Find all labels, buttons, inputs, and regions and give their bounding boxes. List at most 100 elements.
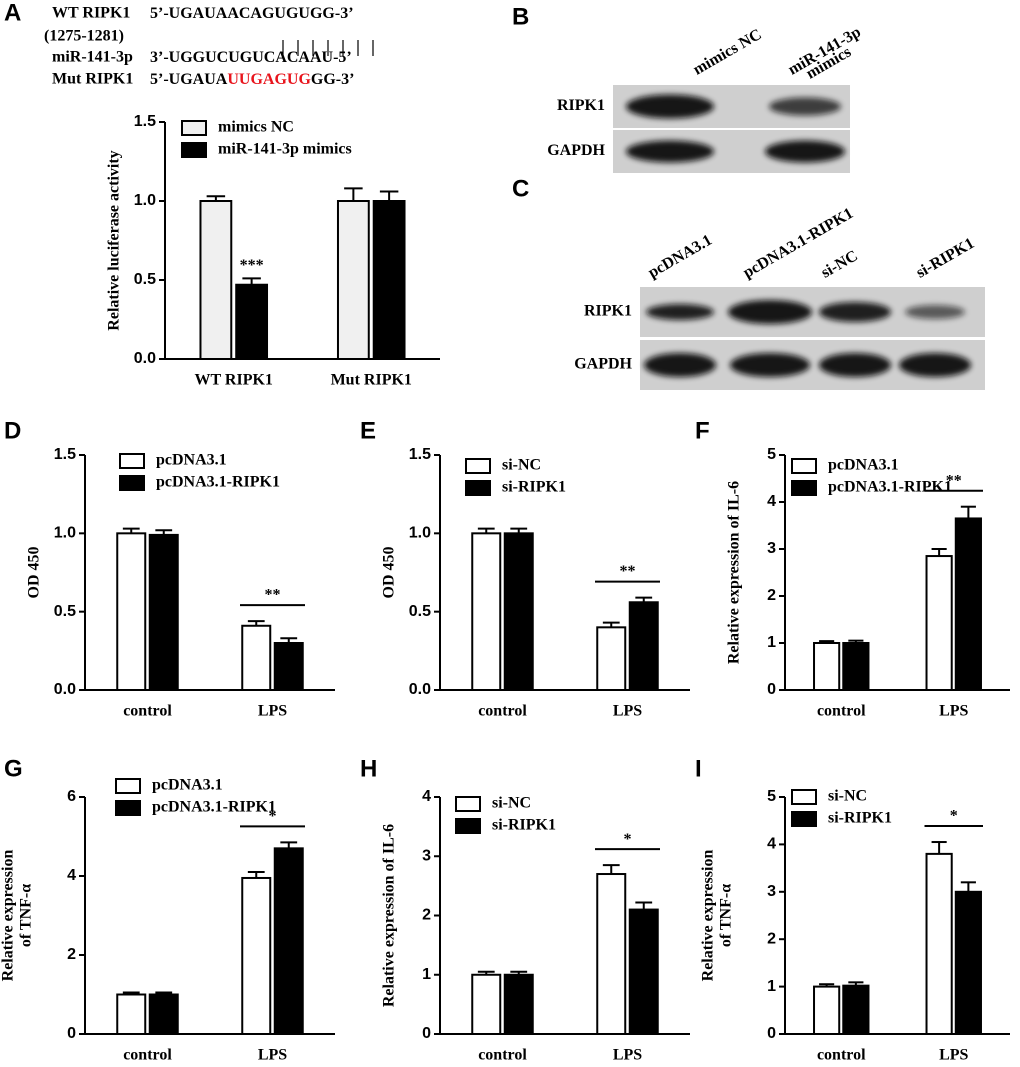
y-tick-label: 2 [67,946,76,963]
sequence-label: miR-141-3p [52,49,133,66]
legend-label: si-RIPK1 [828,810,892,827]
bar [503,973,534,1035]
y-tick-label: 1.0 [409,525,431,542]
bar [235,283,269,360]
y-axis-label: of TNF-α [718,884,735,947]
legend-swatch [791,811,817,827]
legend-swatch [115,800,141,816]
legend-label: si-NC [492,795,531,812]
y-axis-label: Relative expression of IL-6 [381,824,398,1007]
legend-label: si-NC [828,788,867,805]
y-tick-label: 6 [67,788,76,805]
y-tick-label: 2 [767,587,776,604]
bar [842,984,870,1035]
significance: ** [265,587,281,604]
significance: ** [946,472,962,489]
y-tick-label: 0.0 [134,350,156,367]
x-tick-label: WT RIPK1 [195,372,273,389]
row-label: RIPK1 [557,97,605,114]
panel-letter: A [4,0,21,26]
legend-swatch [455,818,481,834]
y-axis-label: Relative expression of IL-6 [726,481,743,664]
bar [148,533,179,692]
panel-letter: I [695,755,702,782]
bar [199,200,233,360]
panel-letter: F [695,417,710,444]
sequence-part: 3’-UGGUCUGUCACAAU-5’ [150,49,352,66]
bar [842,642,870,691]
bar [596,626,627,691]
blot-band [626,94,714,119]
y-tick-label: 0.5 [409,603,431,620]
legend-label: mimics NC [218,119,294,136]
sequence: 5’-UGAUAACAGUGUGG-3’ [150,5,354,22]
bar [628,908,659,1036]
y-axis-label: OD 450 [381,547,398,599]
bar [813,985,841,1035]
significance: * [624,831,632,848]
blot-band [819,353,891,377]
significance: *** [240,257,264,274]
x-tick-label: LPS [939,703,968,720]
panel-letter: E [360,417,376,444]
bar [241,624,272,691]
legend-swatch [455,796,481,812]
sequence-label: (1275-1281) [44,28,124,45]
x-tick-label: control [123,1047,172,1064]
x-tick-label: Mut RIPK1 [331,372,412,389]
legend-label: miR-141-3p mimics [218,141,352,158]
column-label: si-NC [818,247,860,281]
y-axis-label: of TNF-α [18,884,35,947]
legend-swatch [181,142,207,158]
y-tick-label: 1.5 [409,446,431,463]
y-tick-label: 5 [767,788,776,805]
x-tick-label: LPS [613,1047,642,1064]
bar [241,876,272,1035]
y-axis-label: Relative luciferase activity [106,150,123,330]
y-tick-label: 0.0 [54,681,76,698]
legend-label: pcDNA3.1 [828,457,899,474]
x-tick-label: LPS [258,1047,287,1064]
legend-swatch [119,453,145,469]
y-tick-label: 0 [767,1025,776,1042]
legend-label: pcDNA3.1-RIPK1 [828,479,952,496]
y-axis-label: Relative expression [700,850,717,982]
blot-band [769,97,841,116]
legend-swatch [119,475,145,491]
legend-swatch [791,480,817,496]
bar [925,852,953,1035]
y-tick-label: 1.5 [54,446,76,463]
y-tick-label: 0 [67,1025,76,1042]
sequence-part: 5’-UGAUAACAGUGUGG-3’ [150,5,354,22]
pairing-lines [282,40,374,56]
panel-letter: D [4,417,21,444]
y-tick-label: 3 [767,883,776,900]
y-tick-label: 4 [67,867,76,884]
x-tick-label: LPS [939,1047,968,1064]
y-tick-label: 2 [767,930,776,947]
y-tick-label: 4 [767,836,776,853]
bar [148,993,179,1035]
blot-band [644,353,716,377]
legend-swatch [791,789,817,805]
blot-band [728,300,812,324]
sequence: 3’-UGGUCUGUCACAAU-5’ [150,49,352,66]
blot-band [626,140,714,163]
sequence-part: 5’-UGAUA [150,71,228,88]
legend-label: si-NC [502,457,541,474]
blot-band [730,353,810,377]
x-tick-label: LPS [613,703,642,720]
legend-label: si-RIPK1 [502,479,566,496]
y-axis-label: Relative expression [0,850,17,982]
bar [954,517,982,692]
y-tick-label: 2 [422,907,431,924]
row-label: GAPDH [574,356,632,373]
bar [336,200,370,360]
panel-letter: G [4,755,23,782]
sequence: 5’-UGAUAUUGAGUGGG-3’ [150,71,354,88]
y-tick-label: 1 [767,978,776,995]
legend-label: pcDNA3.1 [156,452,227,469]
y-tick-label: 0.5 [54,603,76,620]
y-tick-label: 1.5 [134,113,156,130]
